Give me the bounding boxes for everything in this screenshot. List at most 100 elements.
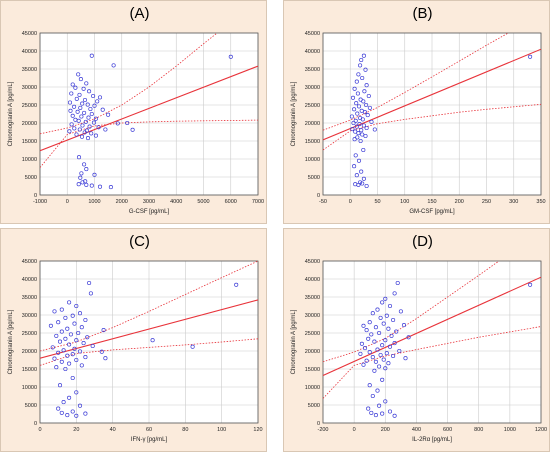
- x-tick-label: 0: [353, 427, 356, 433]
- data-point: [358, 351, 363, 356]
- y-tick-label: 15000: [22, 367, 37, 373]
- data-point: [76, 330, 81, 336]
- data-point: [80, 123, 85, 128]
- data-point: [361, 362, 366, 367]
- x-tick-label: 3000: [143, 199, 155, 205]
- data-point: [72, 104, 77, 109]
- data-point: [377, 403, 382, 408]
- data-point: [65, 413, 70, 418]
- y-tick-label: 0: [34, 193, 37, 199]
- data-point: [387, 344, 393, 349]
- ci-lower-line: [323, 103, 541, 151]
- data-point: [365, 113, 370, 118]
- data-point: [59, 329, 64, 334]
- data-point: [359, 108, 364, 113]
- panel-label: (D): [412, 233, 433, 250]
- data-point: [76, 155, 82, 160]
- data-point: [380, 411, 385, 416]
- chart-panel: (A)0500010000150002000025000300003500040…: [0, 0, 267, 224]
- x-tick-label: 40: [110, 427, 116, 433]
- data-point: [82, 162, 87, 167]
- data-point: [359, 128, 364, 133]
- data-point: [50, 345, 55, 350]
- y-tick-label: 45000: [305, 31, 320, 37]
- data-point: [361, 147, 366, 153]
- data-point: [63, 336, 68, 341]
- data-point: [380, 343, 385, 348]
- data-point: [366, 336, 371, 341]
- data-point: [83, 119, 88, 124]
- data-point: [364, 125, 369, 131]
- data-point: [74, 96, 79, 101]
- plot-frame: [39, 32, 259, 196]
- data-point: [378, 352, 383, 358]
- data-point: [101, 328, 106, 333]
- data-point: [69, 122, 74, 127]
- data-point: [56, 350, 61, 355]
- data-point: [369, 332, 374, 337]
- data-point: [392, 341, 397, 346]
- data-point: [106, 112, 111, 117]
- y-tick-label: 5000: [308, 175, 320, 181]
- data-point: [362, 346, 368, 351]
- data-point: [234, 282, 239, 287]
- data-point: [97, 184, 103, 189]
- data-point: [380, 377, 385, 382]
- data-point: [76, 72, 81, 77]
- data-point: [76, 118, 81, 123]
- x-tick-label: 300: [509, 199, 518, 205]
- data-point: [86, 115, 91, 120]
- data-point: [74, 338, 79, 343]
- data-point: [68, 332, 73, 337]
- data-point: [61, 400, 66, 405]
- data-point: [89, 111, 94, 117]
- data-point: [375, 388, 380, 393]
- data-point: [65, 353, 70, 358]
- data-point: [79, 114, 84, 119]
- x-tick-label: 200: [381, 427, 390, 433]
- data-point: [355, 111, 360, 116]
- data-point: [369, 119, 374, 124]
- data-point: [372, 127, 377, 132]
- y-tick-label: 10000: [305, 385, 320, 391]
- data-point: [77, 349, 83, 354]
- data-point: [77, 92, 82, 97]
- data-point: [352, 86, 357, 91]
- data-point: [54, 333, 59, 338]
- data-point: [350, 95, 356, 100]
- data-point: [375, 347, 380, 352]
- data-point: [352, 107, 357, 112]
- data-layer: [323, 33, 541, 189]
- y-tick-label: 20000: [22, 349, 37, 355]
- x-tick-label: 400: [412, 427, 421, 433]
- data-point: [67, 342, 72, 347]
- data-point: [370, 311, 375, 316]
- data-point: [78, 105, 83, 110]
- y-tick-label: 35000: [305, 67, 320, 73]
- data-point: [54, 365, 59, 370]
- data-point: [353, 129, 358, 134]
- x-tick-label: 350: [536, 199, 545, 205]
- data-point: [150, 338, 155, 343]
- data-point: [78, 175, 83, 180]
- data-point: [356, 72, 361, 77]
- data-point: [528, 54, 533, 59]
- data-point: [381, 321, 386, 326]
- data-point: [70, 352, 75, 357]
- x-axis-label: GM-CSF [pg/mL]: [409, 209, 455, 215]
- data-point: [87, 89, 92, 94]
- data-point: [96, 125, 101, 130]
- x-tick-label: 1000: [504, 427, 516, 433]
- data-point: [76, 182, 81, 187]
- data-point: [125, 120, 130, 126]
- data-point: [377, 364, 382, 369]
- data-point: [72, 126, 77, 131]
- y-tick-label: 20000: [305, 349, 320, 355]
- y-axis-label: Chromogranin A [pg/mL]: [291, 309, 297, 374]
- data-point: [383, 338, 388, 343]
- data-point: [70, 82, 75, 87]
- data-point: [367, 383, 372, 388]
- y-tick-label: 35000: [22, 295, 37, 301]
- data-point: [349, 114, 354, 119]
- data-point: [355, 135, 360, 140]
